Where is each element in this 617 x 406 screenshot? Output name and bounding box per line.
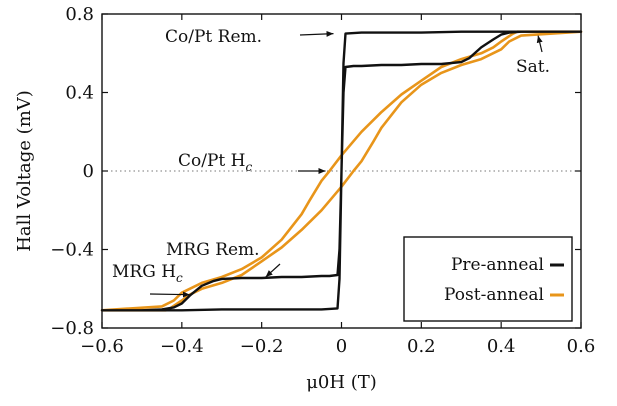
legend: Pre-anneal Post-anneal xyxy=(403,236,573,322)
y-tick-label: −0.4 xyxy=(50,240,94,261)
legend-box xyxy=(403,236,573,322)
y-tick-label: −0.8 xyxy=(50,318,94,339)
series-line-pre-anneal xyxy=(100,30,583,312)
plot-area: −0.6 −0.4 −0.2 0 0.2 0.4 0.6 −0.8 −0.4 0 0.4 0.8 Co… xyxy=(50,4,595,357)
annotation-arrow xyxy=(536,35,543,53)
legend-label: Post-anneal xyxy=(444,285,544,305)
annotation-sat: Sat. xyxy=(516,57,550,77)
x-tick-label: 0 xyxy=(336,336,347,357)
y-axis-title: Hall Voltage (mV) xyxy=(14,90,35,252)
annotation-mrg-rem: MRG Rem. xyxy=(166,240,260,260)
x-tick-label: −0.6 xyxy=(80,336,124,357)
annotation-arrow xyxy=(265,263,281,278)
x-tick-label: 0.2 xyxy=(407,336,436,357)
x-tick-label: −0.4 xyxy=(160,336,204,357)
annotation-arrow xyxy=(299,30,334,37)
annotation-arrow xyxy=(149,291,190,298)
annotation-co-pt-rem: Co/Pt Rem. xyxy=(165,27,262,47)
y-tick-label: 0.8 xyxy=(65,4,94,25)
x-tick-label: 0.4 xyxy=(487,336,516,357)
legend-label: Pre-anneal xyxy=(451,255,544,275)
y-tick-label: 0 xyxy=(83,161,94,182)
annotation-co-pt-hc: Co/Pt Hc xyxy=(178,151,252,174)
tick-layer: −0.6 −0.4 −0.2 0 0.2 0.4 0.6 −0.8 −0.4 0 0.4 0.8 xyxy=(50,4,595,357)
annotation-layer: Co/Pt Rem. Co/Pt Hc Sat. MRG Rem.MRG Hc xyxy=(112,27,550,298)
x-axis-title: μ0H (T) xyxy=(306,372,377,393)
y-tick-label: 0.4 xyxy=(65,83,94,104)
x-tick-label: 0.6 xyxy=(567,336,596,357)
x-tick-label: −0.2 xyxy=(240,336,284,357)
annotation-mrg-hc: MRG Hc xyxy=(112,262,183,285)
